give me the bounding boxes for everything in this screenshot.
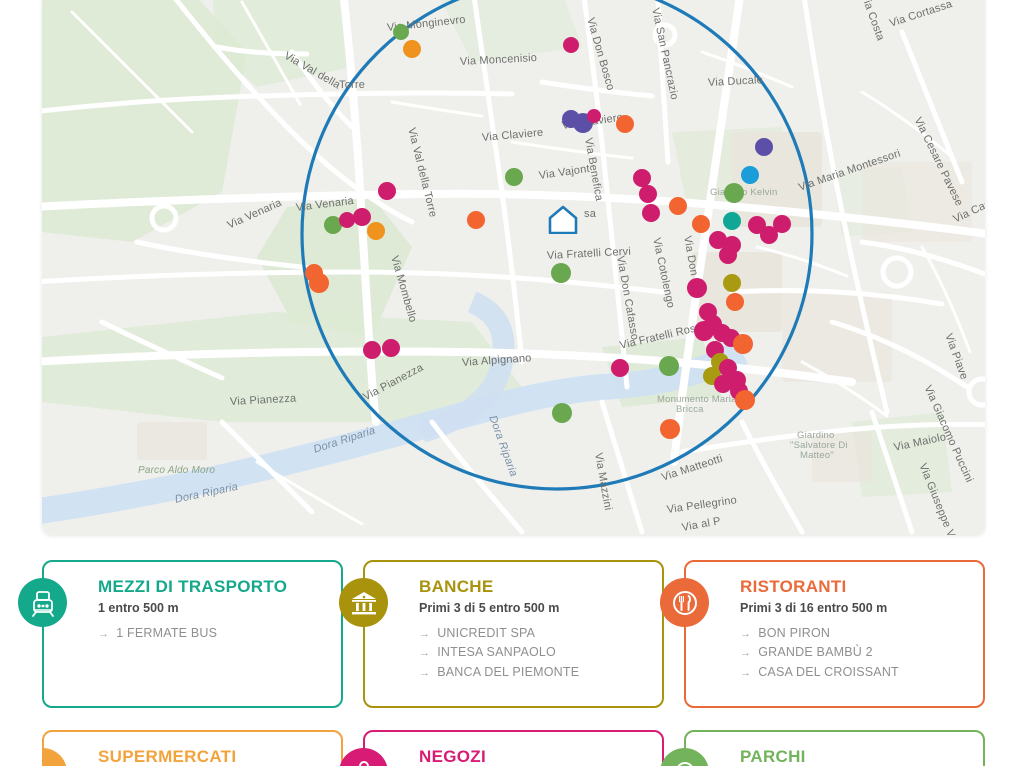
card-item-list: → BON PIRON → GRANDE BAMBÙ 2 → CASA DEL …: [740, 624, 969, 683]
amenities-cards: MEZZI DI TRASPORTO 1 entro 500 m → 1 FER…: [18, 560, 985, 766]
arrow-icon: →: [419, 647, 431, 660]
map-marker[interactable]: [760, 226, 778, 244]
card-subtitle: 1 entro 500 m: [98, 600, 179, 615]
card-ristoranti[interactable]: RISTORANTI Primi 3 di 16 entro 500 m → B…: [660, 560, 985, 708]
map-marker[interactable]: [367, 222, 385, 240]
card-mezzi-di-trasporto[interactable]: MEZZI DI TRASPORTO 1 entro 500 m → 1 FER…: [18, 560, 343, 708]
card-parchi[interactable]: PARCHI: [660, 730, 985, 766]
map-marker[interactable]: [642, 204, 660, 222]
arrow-icon: →: [740, 667, 752, 680]
list-item[interactable]: → BON PIRON: [740, 624, 969, 644]
list-item-label: CASA DEL CROISSANT: [758, 665, 899, 680]
arrow-icon: →: [419, 667, 431, 680]
map-marker[interactable]: [309, 273, 329, 293]
card-banche[interactable]: BANCHE Primi 3 di 5 entro 500 m → UNICRE…: [339, 560, 664, 708]
card-subtitle: Primi 3 di 16 entro 500 m: [740, 600, 888, 615]
map-marker[interactable]: [687, 278, 707, 298]
map-marker[interactable]: [755, 138, 773, 156]
map-marker[interactable]: [723, 274, 741, 292]
map-marker[interactable]: [694, 321, 714, 341]
map-marker[interactable]: [378, 182, 396, 200]
card-title: PARCHI: [740, 747, 806, 766]
card-row-secondary: SUPERMERCATI NEGOZI PA: [42, 730, 985, 766]
card-item-list: → 1 FERMATE BUS: [98, 624, 327, 644]
card-row-primary: MEZZI DI TRASPORTO 1 entro 500 m → 1 FER…: [18, 560, 985, 708]
map-marker[interactable]: [353, 208, 371, 226]
radius-circle-500m: [300, 0, 814, 491]
list-item-label: INTESA SANPAOLO: [437, 645, 556, 660]
arrow-icon: →: [98, 627, 110, 640]
card-negozi[interactable]: NEGOZI: [339, 730, 664, 766]
home-pin-icon[interactable]: [546, 204, 580, 234]
map-canvas[interactable]: [42, 0, 985, 535]
card-item-list: → UNICREDIT SPA → INTESA SANPAOLO → BANC…: [419, 624, 648, 683]
map-marker[interactable]: [741, 166, 759, 184]
map-panel[interactable]: Via Monginevro Via Moncenisio Via Val dell…: [42, 0, 985, 535]
map-marker[interactable]: [719, 246, 737, 264]
map-marker[interactable]: [363, 341, 381, 359]
tree-icon: [660, 748, 709, 766]
map-marker[interactable]: [467, 211, 485, 229]
cart-icon: [42, 748, 67, 766]
map-marker[interactable]: [639, 185, 657, 203]
map-marker[interactable]: [723, 212, 741, 230]
map-marker[interactable]: [669, 197, 687, 215]
map-marker[interactable]: [726, 293, 744, 311]
bank-icon: [339, 578, 388, 627]
map-marker[interactable]: [709, 231, 727, 249]
arrow-icon: →: [419, 627, 431, 640]
shop-icon: [339, 748, 388, 766]
map-marker[interactable]: [714, 375, 732, 393]
arrow-icon: →: [740, 647, 752, 660]
list-item[interactable]: → 1 FERMATE BUS: [98, 624, 327, 644]
map-marker[interactable]: [659, 356, 679, 376]
map-marker[interactable]: [393, 24, 409, 40]
map-marker[interactable]: [551, 263, 571, 283]
map-marker[interactable]: [563, 37, 579, 53]
river-dora-riparia: [42, 291, 748, 524]
card-title: SUPERMERCATI: [98, 747, 237, 766]
card-supermercati[interactable]: SUPERMERCATI: [42, 730, 343, 766]
map-marker[interactable]: [611, 359, 629, 377]
list-item[interactable]: → INTESA SANPAOLO: [419, 643, 648, 663]
map-marker[interactable]: [733, 334, 753, 354]
list-item-label: 1 FERMATE BUS: [116, 625, 218, 640]
map-marker[interactable]: [692, 215, 710, 233]
train-icon: [18, 578, 67, 627]
list-item[interactable]: → BANCA DEL PIEMONTE: [419, 663, 648, 683]
list-item[interactable]: → UNICREDIT SPA: [419, 624, 648, 644]
map-marker[interactable]: [339, 212, 355, 228]
restaurant-icon: [660, 578, 709, 627]
map-marker[interactable]: [324, 216, 342, 234]
map-marker[interactable]: [552, 403, 572, 423]
map-marker[interactable]: [773, 215, 791, 233]
map-marker[interactable]: [403, 40, 421, 58]
map-marker[interactable]: [633, 169, 651, 187]
map-marker[interactable]: [735, 390, 755, 410]
map-marker[interactable]: [587, 109, 601, 123]
list-item-label: UNICREDIT SPA: [437, 625, 536, 640]
list-item[interactable]: → GRANDE BAMBÙ 2: [740, 643, 969, 663]
card-title: RISTORANTI: [740, 577, 847, 596]
card-title: NEGOZI: [419, 747, 486, 766]
list-item-label: BANCA DEL PIEMONTE: [437, 665, 580, 680]
map-marker[interactable]: [724, 183, 744, 203]
list-item[interactable]: → CASA DEL CROISSANT: [740, 663, 969, 683]
roundabouts: [149, 22, 985, 408]
map-base-layer: [42, 0, 985, 535]
card-title: MEZZI DI TRASPORTO: [98, 577, 288, 596]
map-marker[interactable]: [382, 339, 400, 357]
map-marker[interactable]: [616, 115, 634, 133]
arrow-icon: →: [740, 627, 752, 640]
card-title: BANCHE: [419, 577, 494, 596]
list-item-label: BON PIRON: [758, 625, 831, 640]
map-marker[interactable]: [505, 168, 523, 186]
card-subtitle: Primi 3 di 5 entro 500 m: [419, 600, 560, 615]
map-marker[interactable]: [660, 419, 680, 439]
list-item-label: GRANDE BAMBÙ 2: [758, 645, 873, 660]
